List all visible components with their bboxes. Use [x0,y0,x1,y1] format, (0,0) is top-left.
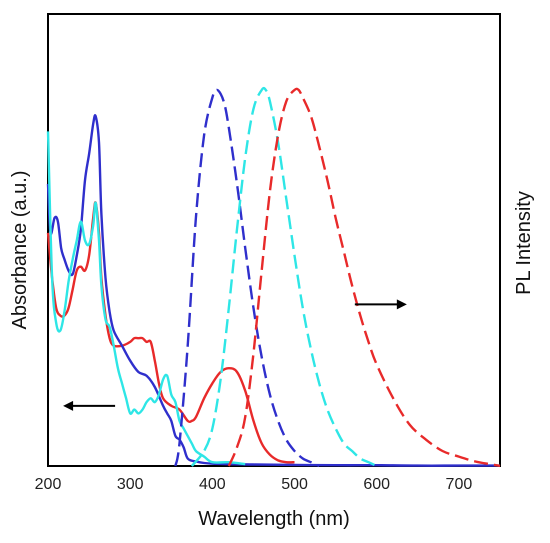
series-line-pl-5 [227,87,501,468]
x-tick-label: 500 [281,476,308,493]
series-line-pl-4 [190,86,378,468]
x-tick-label: 700 [446,476,473,493]
series-line-absorbance-2 [46,131,246,466]
arrow-right-icon [354,299,407,310]
arrow-left-icon [63,400,116,411]
x-tick-label: 200 [35,476,62,493]
series-line-absorbance-0 [46,201,295,464]
y-axis-title-right: PL Intensity [513,191,535,295]
plot-frame [47,13,501,467]
x-tick-label: 300 [117,476,144,493]
series-line-pl-3 [174,88,320,468]
y-axis-title-left: Absorbance (a.u.) [9,171,31,330]
tick-layer: 200 300 400 500 600 700 [35,476,473,493]
x-axis-title: Wavelength (nm) [198,508,350,530]
series-layer [46,86,501,468]
annotation-layer [63,299,407,411]
x-tick-label: 600 [363,476,390,493]
x-tick-label: 400 [199,476,226,493]
